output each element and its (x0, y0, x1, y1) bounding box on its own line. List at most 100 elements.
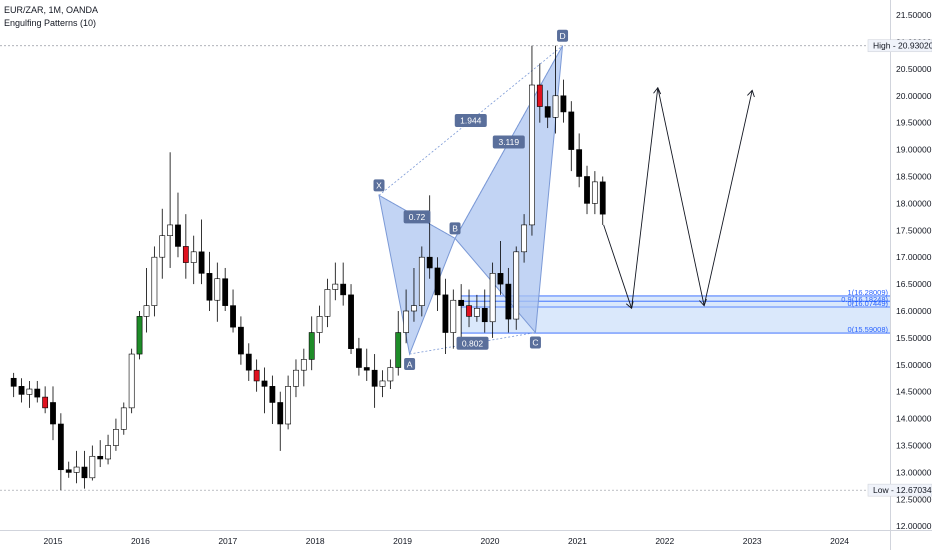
pattern-ratio-badge (403, 210, 431, 224)
price-tick-label: 19.00000 (896, 145, 932, 155)
pattern-point-badge (373, 179, 385, 192)
time-tick-label: 2021 (568, 536, 587, 546)
candle-body (113, 429, 119, 446)
price-tick-label: 17.00000 (896, 252, 932, 262)
candle-body (411, 305, 417, 312)
candle-body (238, 326, 244, 355)
candle-body (324, 289, 331, 317)
candle-body (450, 299, 457, 333)
candle-body (136, 316, 143, 355)
candle-body (536, 84, 543, 107)
time-tick-label: 2016 (131, 536, 150, 546)
projection-arrowhead (747, 89, 755, 98)
price-tick-label: 14.00000 (896, 414, 932, 424)
candle-body (105, 445, 111, 460)
time-tick-label: 2020 (481, 536, 500, 546)
candle-body (576, 149, 583, 177)
projection-arrowhead (699, 298, 707, 307)
price-tick-label: 13.00000 (896, 467, 932, 477)
time-tick-label: 2015 (44, 536, 63, 546)
candle-body (340, 283, 347, 296)
symbol-title: EUR/ZAR, 1M, OANDA (4, 5, 99, 15)
time-tick-label: 2018 (306, 536, 325, 546)
pattern-ratio-line (378, 194, 456, 239)
candle-body (245, 353, 252, 371)
candle-body (128, 353, 135, 409)
fib-level-label: 1(16.28009) (848, 288, 889, 297)
candle-body (253, 369, 260, 382)
price-tick-label: 21.50000 (896, 10, 932, 20)
price-tick-label: 16.50000 (896, 279, 932, 289)
pattern-point-badge (449, 222, 461, 235)
pattern-ratio-badge (456, 336, 489, 350)
candle-body (489, 273, 496, 323)
candle-body (387, 367, 394, 382)
candle-body (182, 246, 189, 263)
candle-body (81, 466, 88, 479)
pattern-point-label: A (407, 359, 413, 369)
candle-body (206, 273, 213, 301)
pattern-ratio-label: 1.944 (460, 116, 482, 126)
candle-body (395, 332, 402, 368)
candle-body (379, 380, 386, 387)
candle-body (316, 316, 323, 333)
candle-body (497, 273, 504, 285)
candle-body (269, 386, 276, 403)
candle-body (26, 388, 33, 395)
candle-body (529, 84, 535, 226)
candle-body (159, 235, 166, 258)
candle-body (293, 369, 299, 387)
candle-body (34, 388, 41, 398)
chart-header: EUR/ZAR, 1M, OANDA Engulfing Patterns (1… (4, 4, 98, 30)
fib-level-label: 0(16.07449) (848, 299, 889, 308)
pattern-ratio-line (454, 45, 563, 239)
candle-body (332, 283, 339, 290)
price-tick-label: 19.50000 (896, 118, 932, 128)
pattern-ratio-line (409, 332, 536, 355)
candle-body (120, 407, 127, 430)
candle-body (190, 251, 197, 263)
candle-body (285, 386, 292, 425)
candle-body (167, 224, 174, 236)
price-tick-label: 17.50000 (896, 225, 932, 235)
candle-body (371, 369, 378, 387)
candle-body (42, 396, 49, 409)
candle-body (89, 455, 96, 479)
projection-path (603, 87, 753, 309)
candle-body (18, 386, 25, 395)
candle-body (513, 251, 520, 320)
price-tick-label: 18.50000 (896, 171, 932, 181)
candle-body (348, 294, 354, 349)
candle-body (458, 299, 465, 306)
candle-body (426, 256, 433, 269)
price-tick-label: 15.50000 (896, 333, 932, 343)
price-tick-label: 12.00000 (896, 521, 932, 531)
candle-body (544, 106, 551, 118)
candle-body (222, 278, 229, 306)
low-price-badge (867, 483, 932, 497)
time-tick-label: 2022 (655, 536, 674, 546)
candle-body (151, 256, 158, 306)
candle-body (584, 176, 590, 204)
candle-body (50, 402, 56, 425)
high-price-badge (867, 39, 932, 53)
candle-body (10, 377, 17, 387)
pattern-ratio-label: 3.119 (498, 137, 519, 147)
pattern-ratio-badge (492, 135, 525, 149)
candle-body (65, 469, 72, 473)
candle-body (57, 423, 64, 471)
candle-body (403, 310, 409, 333)
candle-body (300, 359, 307, 371)
price-tick-label: 20.50000 (896, 64, 932, 74)
pattern-point-label: B (452, 224, 458, 234)
candle-body (552, 95, 559, 118)
time-tick-label: 2017 (218, 536, 237, 546)
pattern-point-label: C (532, 338, 538, 348)
candle-body (466, 305, 472, 317)
time-tick-label: 2024 (830, 536, 849, 546)
candle-body (442, 294, 449, 333)
pattern-point-label: X (376, 181, 382, 191)
price-tick-label: 18.00000 (896, 198, 932, 208)
candle-body (505, 283, 512, 320)
